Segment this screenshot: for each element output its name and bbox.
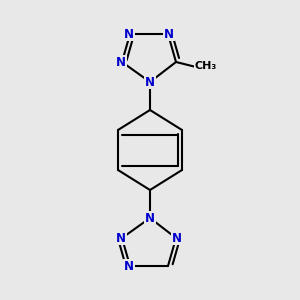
Text: CH₃: CH₃	[195, 61, 217, 71]
Text: N: N	[116, 232, 126, 244]
Text: N: N	[116, 56, 126, 68]
Text: N: N	[172, 232, 182, 244]
Text: N: N	[124, 28, 134, 40]
Text: N: N	[145, 76, 155, 88]
Text: N: N	[164, 28, 174, 40]
Text: N: N	[145, 212, 155, 224]
Text: N: N	[124, 260, 134, 272]
